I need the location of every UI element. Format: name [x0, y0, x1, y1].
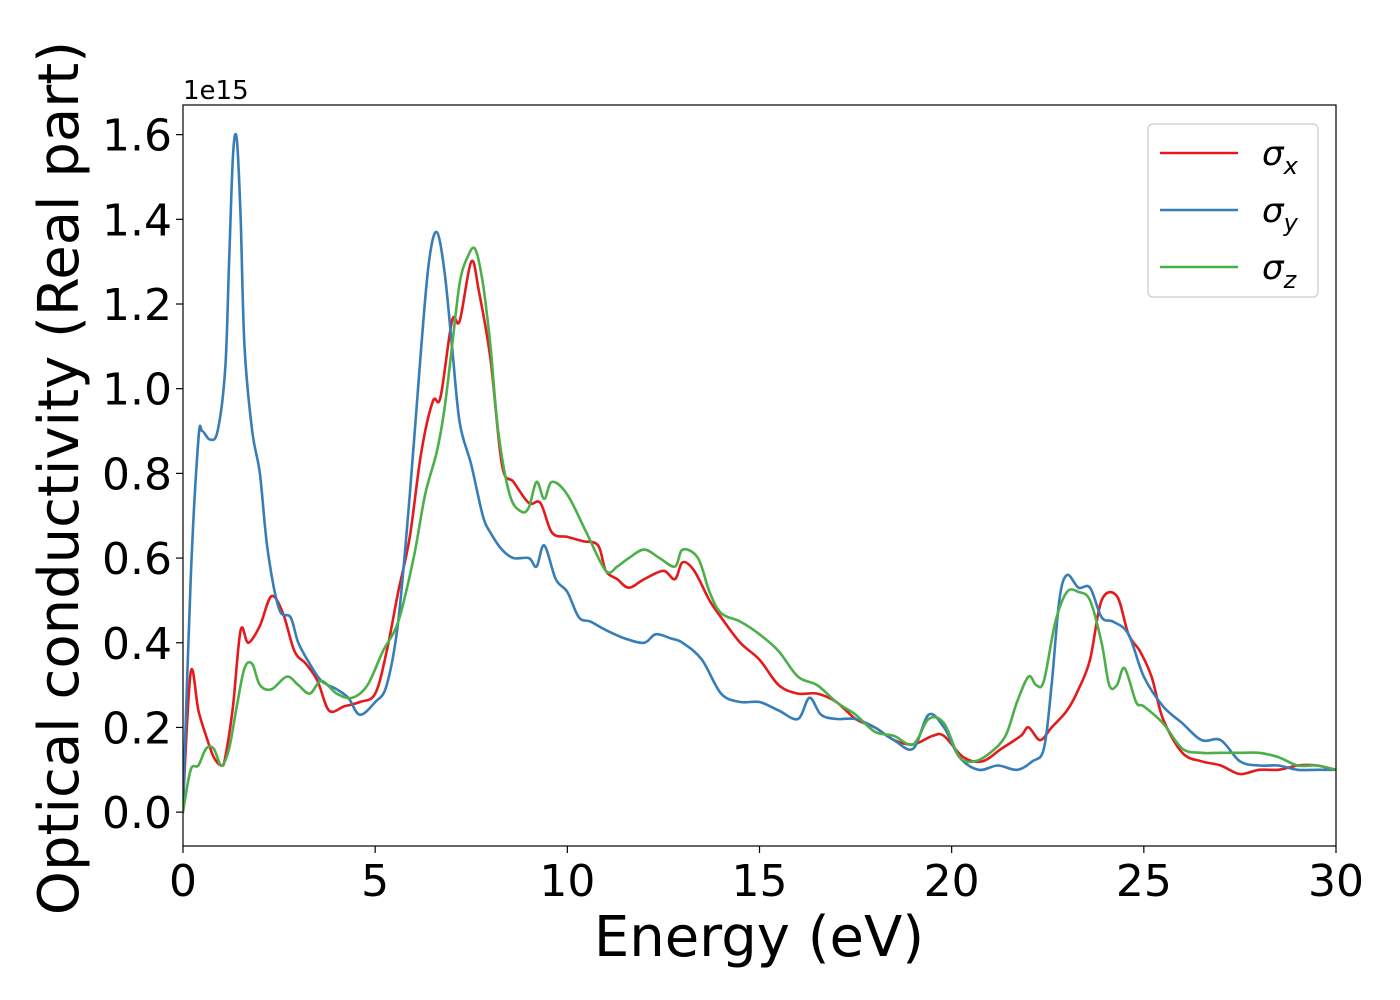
x-tick-label: 15: [732, 856, 788, 907]
y-offset-label: 1e15: [183, 76, 249, 106]
y-tick-label: 0.8: [102, 449, 172, 500]
series-line-x: [183, 259, 1336, 805]
x-axis-label: Energy (eV): [594, 905, 924, 970]
legend: σx σy σz: [1147, 123, 1319, 298]
x-tick-label: 30: [1308, 856, 1364, 907]
y-tick-label: 1.0: [102, 365, 172, 416]
x-tick-label: 20: [924, 856, 980, 907]
y-tick-label: 0.6: [102, 534, 172, 585]
x-tick-label: 25: [1116, 856, 1172, 907]
x-tick-label: 10: [539, 856, 595, 907]
y-tick-label: 1.4: [102, 195, 172, 246]
legend-label-z: σz: [1262, 248, 1298, 294]
series-line-y: [183, 132, 1336, 810]
legend-label-y: σy: [1262, 191, 1299, 237]
y-axis-ticks: 0.0 0.2 0.4 0.6 0.8 1.0 1.2 1.4 1.6: [102, 111, 183, 839]
series-line-z: [183, 246, 1336, 814]
y-axis-label: Optical conductivity (Real part): [27, 41, 92, 915]
y-tick-label: 0.0: [102, 788, 172, 839]
x-axis-ticks: 0 5 10 15 20 25 30: [169, 846, 1364, 907]
plot-lines: [183, 132, 1336, 814]
y-tick-label: 0.4: [102, 619, 172, 670]
y-tick-label: 0.2: [102, 703, 172, 754]
legend-label-x: σx: [1262, 134, 1299, 180]
x-tick-label: 0: [169, 856, 197, 907]
x-tick-label: 5: [361, 856, 389, 907]
y-tick-label: 1.2: [102, 280, 172, 331]
y-tick-label: 1.6: [102, 111, 172, 162]
